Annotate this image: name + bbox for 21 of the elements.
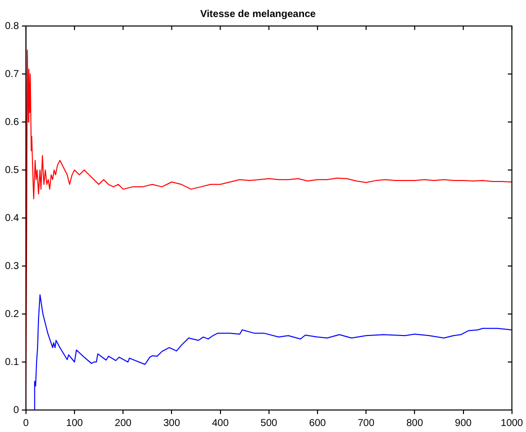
y-tick-label: 0.7 — [4, 68, 20, 80]
x-tick-label: 100 — [66, 418, 84, 429]
y-tick-label: 0.3 — [4, 260, 20, 272]
x-tick-label: 0 — [23, 418, 30, 429]
chart-title: Vitesse de melangeance — [200, 8, 316, 20]
x-tick-label: 400 — [212, 418, 230, 429]
x-tick-label: 700 — [358, 418, 375, 429]
x-tick-label: 900 — [454, 418, 472, 429]
x-tick-label: 200 — [114, 418, 132, 429]
y-tick-label: 0 — [13, 404, 20, 416]
y-tick-label: 0.6 — [4, 116, 20, 128]
y-tick-label: 0.1 — [4, 356, 20, 368]
x-tick-label: 300 — [163, 418, 180, 429]
y-tick-label: 0.8 — [4, 20, 20, 32]
x-tick-label: 800 — [406, 418, 424, 429]
x-tick-label: 1000 — [500, 418, 524, 429]
y-tick-label: 0.5 — [4, 164, 20, 176]
x-tick-label: 500 — [260, 418, 278, 429]
y-tick-label: 0.4 — [4, 212, 20, 224]
x-tick-label: 600 — [309, 418, 326, 429]
y-tick-label: 0.2 — [4, 308, 20, 320]
